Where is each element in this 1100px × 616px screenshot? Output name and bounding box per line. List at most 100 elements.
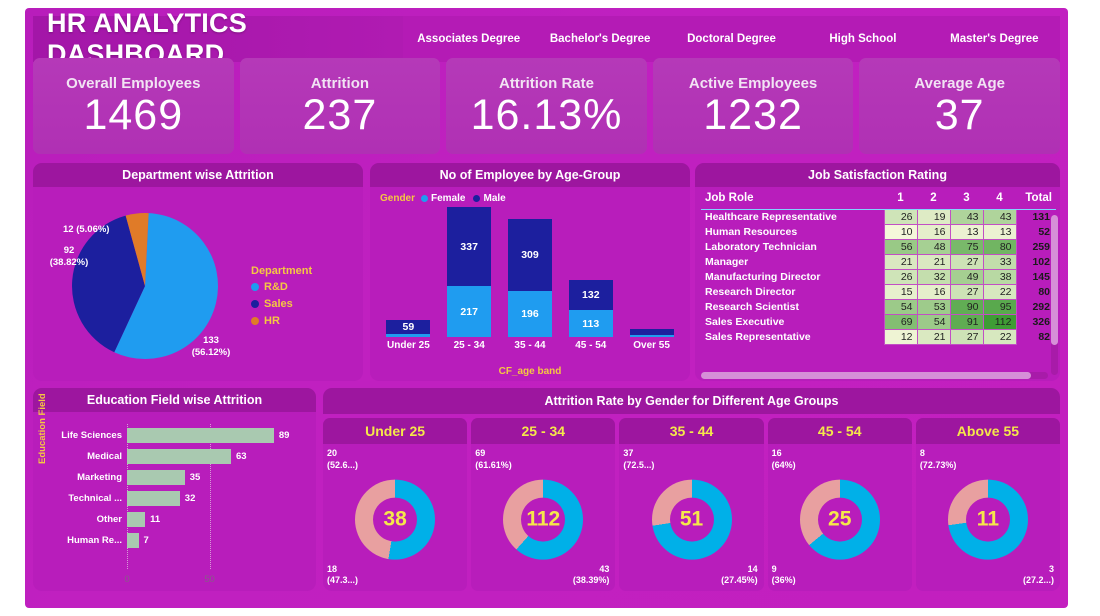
donut-ring[interactable]: 112 (503, 479, 584, 560)
age-bar-column[interactable]: 337 217 25 - 34 (439, 207, 500, 351)
age-bar-segment-male[interactable]: 337 (447, 207, 492, 287)
education-bar-row[interactable]: Technical ... 32 (53, 489, 308, 508)
kpi-value: 237 (302, 91, 378, 139)
degree-filter-3[interactable]: High School (829, 33, 897, 45)
donut-card-4554[interactable]: 45 - 54 25 16 (64%) 9 (36%) (767, 418, 912, 591)
donut-chart[interactable]: 11 8 (72.73%) 3 (27.2...) (916, 444, 1060, 591)
education-bar[interactable] (127, 449, 231, 464)
table-header-1[interactable]: 1 (897, 192, 904, 204)
donut-card-3544[interactable]: 35 - 44 51 37 (72.5...) 14 (27.45%) (619, 418, 764, 591)
donut-chart[interactable]: 38 20 (52.6...) 18 (47.3...) (323, 444, 467, 591)
degree-filter-0[interactable]: Associates Degree (417, 33, 521, 45)
table-cell-rating: 27 (949, 253, 984, 270)
table-horizontal-scrollbar[interactable] (701, 372, 1048, 379)
donut-chart[interactable]: 112 69 (61.61%) 43 (38.39%) (471, 444, 615, 591)
legend-item-rd[interactable]: R&D (251, 281, 312, 293)
education-bar-row[interactable]: Other 11 (53, 510, 308, 529)
education-bar-row[interactable]: Life Sciences 89 (53, 426, 308, 445)
age-bars: 59 Under 25 337 217 25 - 34 309 196 35 - 44 132 1… (378, 206, 682, 351)
age-bar-segment-female[interactable]: 217 (447, 286, 492, 337)
department-pie-chart[interactable]: 12 (5.06%) 92 (38.82%) 133 (56.12%) Depart… (33, 187, 363, 381)
degree-filter-4[interactable]: Master's Degree (950, 33, 1039, 45)
legend-item-hr[interactable]: HR (251, 315, 312, 327)
gender-legend-female[interactable]: Female (421, 193, 465, 204)
donut-center-value: 11 (965, 497, 1010, 542)
table-vertical-scrollbar[interactable] (1051, 215, 1058, 375)
age-bar-column[interactable]: 309 196 35 - 44 (500, 218, 561, 351)
age-bar-segment-male[interactable] (629, 329, 674, 335)
table-header-total[interactable]: Total (1025, 192, 1052, 204)
table-header-2[interactable]: 2 (930, 192, 937, 204)
donut-center-value: 112 (521, 497, 566, 542)
donut-chart[interactable]: 25 16 (64%) 9 (36%) (768, 444, 912, 591)
table-row[interactable]: Human Resources 10 16 13 13 52 (701, 223, 1056, 240)
table-header-jobrole[interactable]: Job Role (705, 192, 754, 204)
donut-ring[interactable]: 11 (947, 479, 1028, 560)
table-row[interactable]: Research Director 15 16 27 22 80 (701, 283, 1056, 300)
education-bar[interactable] (127, 428, 274, 443)
education-category-label: Medical (87, 451, 122, 462)
donut-card-under25[interactable]: Under 25 38 20 (52.6...) 18 (47.3...) (323, 418, 468, 591)
age-bar-segment-female[interactable]: 196 (507, 291, 552, 337)
table-row[interactable]: Manufacturing Director 26 32 49 38 145 (701, 268, 1056, 285)
education-bar[interactable] (127, 470, 185, 485)
donut-label-female: 18 (47.3...) (327, 563, 359, 586)
donut-label-female: 3 (27.2...) (1023, 563, 1055, 586)
age-bar-column[interactable]: 132 113 45 - 54 (560, 279, 621, 351)
table-cell-rating: 75 (949, 238, 984, 255)
age-bar-segment-female[interactable]: 113 (568, 310, 613, 337)
donut-chart[interactable]: 51 37 (72.5...) 14 (27.45%) (619, 444, 763, 591)
education-value-label: 7 (143, 535, 149, 546)
age-group-chart[interactable]: Gender Female Male 59 Under 25 337 217 25 - 3… (370, 187, 690, 381)
table-horizontal-scroll-thumb[interactable] (701, 372, 1031, 379)
age-bar-segment-female[interactable] (386, 333, 431, 337)
table-cell-rating: 27 (949, 328, 984, 345)
legend-title: Department (251, 265, 313, 277)
age-bar-category-label: Under 25 (387, 340, 430, 351)
age-axis-label: CF_age band (498, 366, 562, 377)
education-xtick: 50 (204, 574, 215, 585)
age-bar-segment-male[interactable]: 59 (386, 319, 431, 334)
donut-card-2534[interactable]: 25 - 34 112 69 (61.61%) 43 (38.39%) (471, 418, 616, 591)
job-satisfaction-panel-title: Job Satisfaction Rating (695, 163, 1060, 187)
education-bar-row[interactable]: Human Re... 7 (53, 531, 308, 550)
table-cell-role: Laboratory Technician (705, 240, 817, 253)
table-row[interactable]: Laboratory Technician 56 48 75 80 259 (701, 238, 1056, 255)
age-bar-column[interactable]: 59 Under 25 (378, 319, 439, 351)
pie-slice-rnd[interactable] (114, 213, 219, 359)
age-bar-segment-male[interactable]: 309 (507, 218, 552, 292)
table-header-4[interactable]: 4 (996, 192, 1003, 204)
table-row[interactable]: Manager 21 21 27 33 102 (701, 253, 1056, 270)
legend-item-sales[interactable]: Sales (251, 298, 312, 310)
age-bar-segment-male[interactable]: 132 (568, 279, 613, 311)
donut-ring[interactable]: 51 (651, 479, 732, 560)
donut-ring[interactable]: 38 (355, 479, 436, 560)
age-bar-column[interactable]: Over 55 (621, 329, 682, 351)
table-row[interactable]: Sales Executive 69 54 91 112 326 (701, 313, 1056, 330)
table-row[interactable]: Research Scientist 54 53 90 95 292 (701, 298, 1056, 315)
education-bar[interactable] (127, 533, 139, 548)
pie-slice-hr[interactable] (125, 212, 149, 286)
table-cell-total: 82 (1038, 330, 1050, 343)
table-cell-rating: 13 (982, 223, 1017, 240)
table-cell-rating: 21 (883, 253, 918, 270)
table-row[interactable]: Sales Representative 12 21 27 22 82 (701, 328, 1056, 345)
table-cell-total: 145 (1032, 270, 1050, 283)
education-bar-row[interactable]: Medical 63 (53, 447, 308, 466)
education-bar[interactable] (127, 491, 180, 506)
education-bar-row[interactable]: Marketing 35 (53, 468, 308, 487)
pie-slice-sales[interactable] (72, 215, 145, 353)
degree-filter-1[interactable]: Bachelor's Degree (549, 33, 651, 45)
table-header-3[interactable]: 3 (963, 192, 970, 204)
donut-card-above55[interactable]: Above 55 11 8 (72.73%) 3 (27.2...) (915, 418, 1060, 591)
gender-legend-male[interactable]: Male (473, 193, 506, 204)
degree-filter-2[interactable]: Doctoral Degree (687, 33, 776, 45)
age-bar-segment-female[interactable] (629, 334, 674, 337)
age-group-panel-title: No of Employee by Age-Group (370, 163, 690, 187)
table-vertical-scroll-thumb[interactable] (1051, 215, 1058, 345)
donut-ring[interactable]: 25 (799, 479, 880, 560)
education-chart[interactable]: Education Field Life Sciences 89 Medical 63… (33, 393, 316, 591)
table-row[interactable]: Healthcare Representative 26 19 43 43 131 (701, 208, 1056, 225)
table-cell-rating: 38 (982, 268, 1017, 285)
education-bar[interactable] (127, 512, 146, 527)
